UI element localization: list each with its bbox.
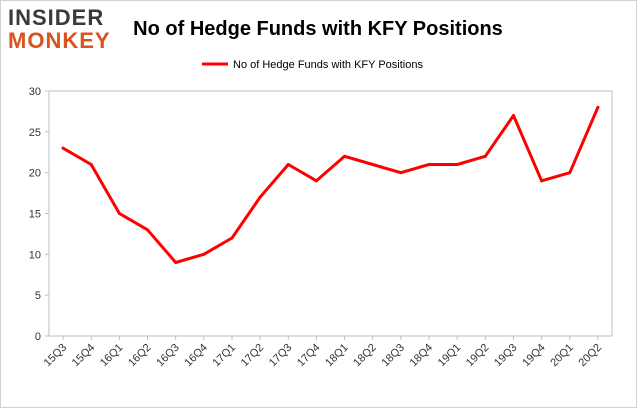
x-tick-label: 17Q1 (211, 342, 239, 370)
y-tick-label: 0 (35, 331, 41, 343)
y-tick-label: 10 (29, 249, 41, 261)
insider-monkey-logo: INSIDER MONKEY (8, 5, 111, 53)
data-point (399, 171, 403, 175)
data-point (455, 163, 459, 166)
data-point (314, 179, 318, 183)
data-point (540, 179, 544, 183)
chart-title: No of Hedge Funds with KFY Positions (133, 18, 503, 40)
data-point (568, 171, 572, 175)
plot-area (48, 90, 613, 337)
x-tick-label: 15Q3 (42, 342, 70, 370)
legend-label: No of Hedge Funds with KFY Positions (233, 59, 423, 71)
x-tick-label: 18Q1 (323, 342, 351, 370)
y-tick-label: 15 (29, 209, 41, 221)
x-tick-label: 17Q4 (295, 342, 323, 370)
x-tick-label: 15Q4 (70, 342, 98, 370)
x-tick-label: 18Q2 (351, 342, 379, 370)
data-point (596, 105, 600, 109)
data-point (230, 236, 234, 240)
data-point (174, 261, 178, 264)
data-point (258, 195, 262, 199)
y-tick-label: 5 (35, 290, 41, 302)
x-axis: 15Q3 15Q4 16Q1 16Q2 16Q3 16Q4 17Q1 17Q2 17Q3 17Q4… (42, 336, 604, 369)
data-point (286, 163, 290, 166)
series-layer (61, 105, 600, 264)
series-line (61, 105, 600, 264)
data-point (483, 154, 487, 158)
x-tick-label: 17Q2 (239, 342, 267, 370)
y-tick-label: 25 (29, 127, 41, 139)
logo-line2: MONKEY (8, 28, 111, 53)
x-tick-label: 19Q3 (492, 342, 520, 370)
data-point (89, 163, 93, 166)
x-tick-label: 20Q1 (548, 342, 576, 370)
x-tick-label: 18Q4 (408, 342, 436, 370)
x-tick-label: 18Q3 (379, 342, 407, 370)
x-tick-label: 19Q4 (520, 342, 548, 370)
x-tick-label: 20Q2 (577, 342, 605, 370)
data-point (371, 163, 375, 166)
x-tick-label: 19Q2 (464, 342, 492, 370)
y-tick-label: 20 (29, 168, 41, 180)
x-tick-label: 19Q1 (436, 342, 464, 370)
x-tick-label: 17Q3 (267, 342, 295, 370)
y-axis: 0 5 10 15 20 25 30 (29, 86, 49, 343)
x-tick-label: 16Q4 (182, 342, 210, 370)
x-tick-label: 16Q1 (98, 342, 126, 370)
data-point (61, 146, 65, 150)
x-tick-label: 16Q3 (154, 342, 182, 370)
data-point (427, 163, 431, 166)
x-tick-label: 16Q2 (126, 342, 154, 370)
data-point (202, 252, 206, 256)
logo-line1: INSIDER (8, 5, 104, 30)
data-point (146, 228, 150, 232)
y-tick-label: 30 (29, 86, 41, 98)
legend: No of Hedge Funds with KFY Positions (202, 59, 423, 71)
data-point (511, 114, 515, 117)
data-point (343, 154, 347, 158)
data-point (117, 212, 121, 215)
